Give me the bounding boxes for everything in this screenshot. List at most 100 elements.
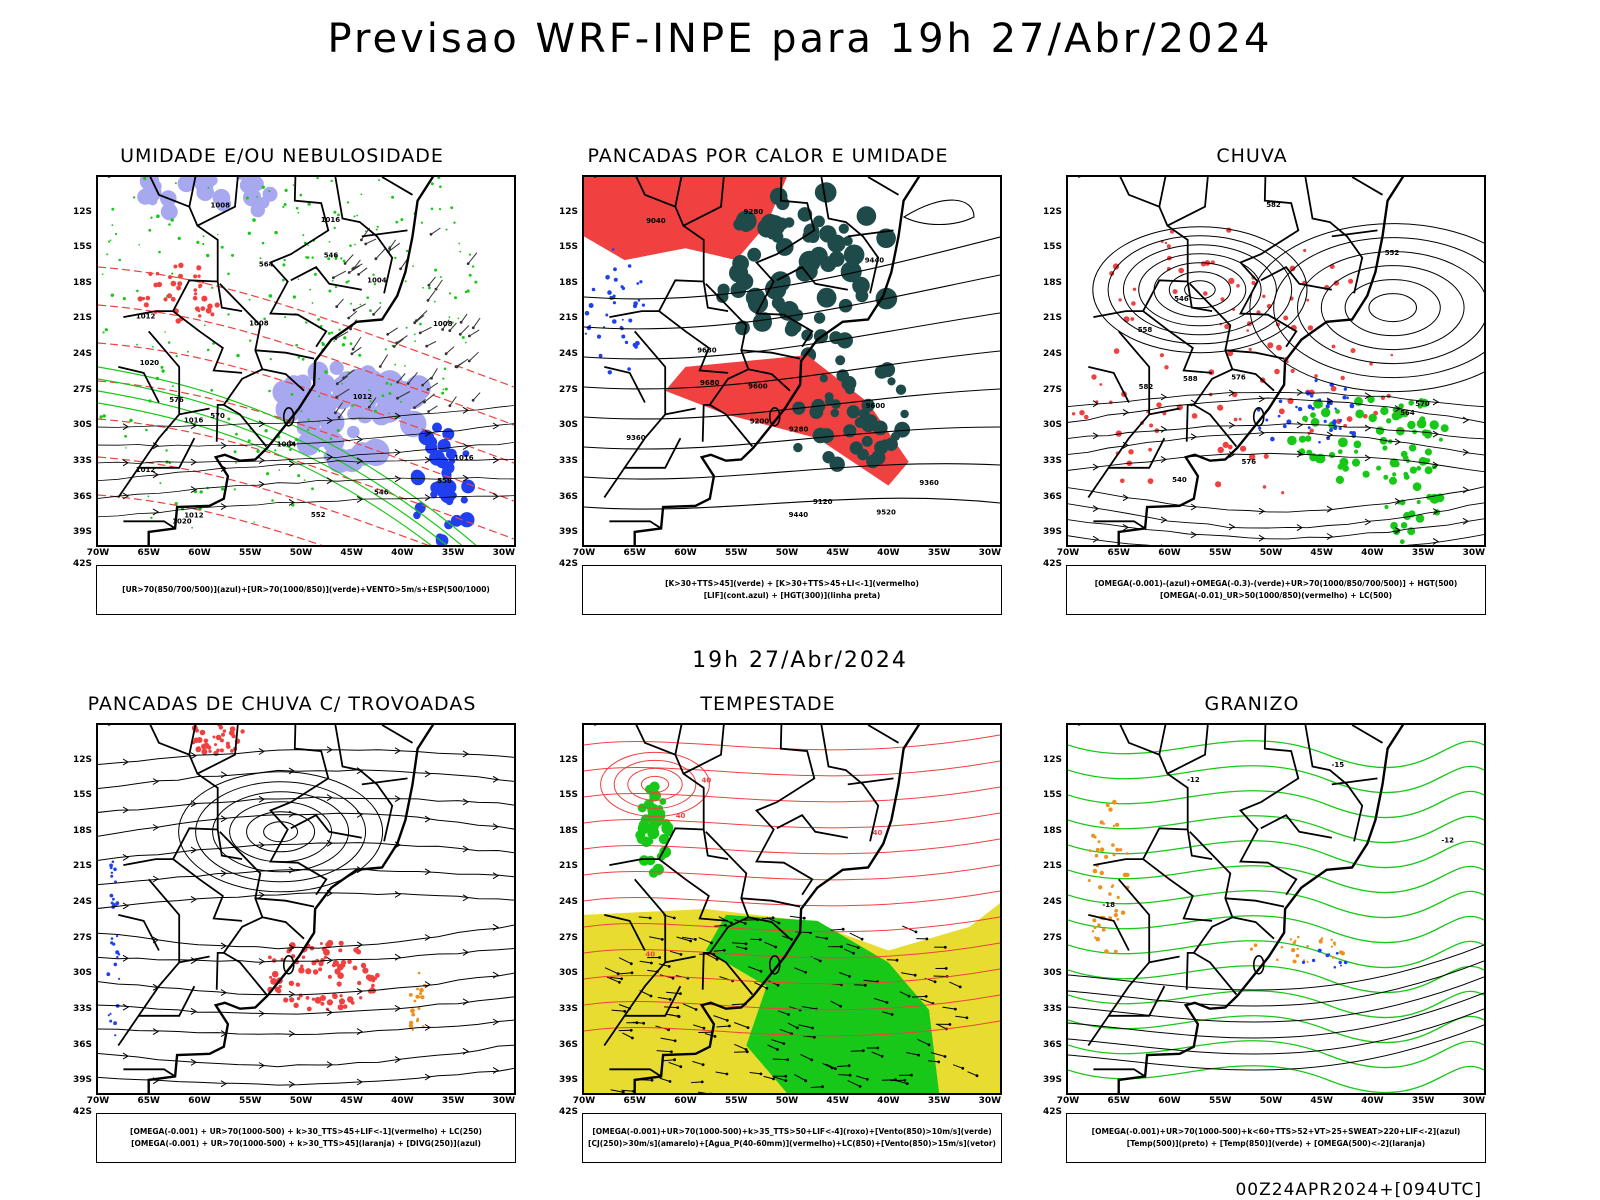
moisture-dot (378, 179, 381, 182)
temperature-500-contour (1068, 960, 1484, 1007)
wind-arrow (258, 841, 265, 849)
rain-area (1282, 424, 1287, 429)
border-line (665, 407, 696, 416)
humidity-area (418, 429, 435, 446)
border-line (1189, 283, 1238, 448)
streamline-850 (584, 994, 1000, 1011)
wind-arrow (394, 448, 401, 456)
rain-area (1131, 301, 1136, 306)
thickness-mark (178, 273, 183, 279)
storm-area (337, 1004, 344, 1011)
moisture-dot (333, 226, 336, 230)
thickness-contour (98, 456, 430, 545)
rain-area (1348, 278, 1354, 284)
instability-area (830, 408, 840, 418)
wind-vector (658, 963, 670, 967)
moisture-dot (375, 228, 378, 231)
border-line (624, 437, 682, 469)
storm-area (416, 987, 419, 991)
wind-vector (849, 932, 863, 940)
instability-area (857, 448, 869, 461)
storm-area (371, 983, 375, 988)
storm-area (215, 734, 222, 741)
longitude-label: 55W (238, 548, 262, 558)
longitude-label: 45W (826, 1096, 849, 1106)
wind-vector-head (418, 331, 422, 335)
moisture-dot (261, 185, 265, 189)
border-line (123, 858, 243, 922)
moisture-dot (252, 218, 256, 222)
rain-area (1389, 458, 1399, 468)
moisture-dot (385, 381, 389, 385)
temperature-500-contour (1068, 992, 1484, 1039)
thickness-mark (145, 295, 151, 301)
storm-area (311, 997, 315, 1001)
wind-vector-head (745, 1050, 749, 1054)
wind-vector (459, 325, 470, 335)
rain-area (1166, 244, 1171, 249)
border-line (847, 777, 894, 786)
wind-vector (787, 1022, 798, 1029)
wind-vector-head (357, 273, 360, 276)
low-level-jet-area (646, 838, 654, 845)
divergence-mark (110, 874, 114, 878)
latitude-label: 36S (558, 491, 578, 502)
thickness-mark (210, 312, 215, 317)
rain-area (1123, 316, 1130, 323)
moisture-dot (227, 313, 230, 316)
storm-area (306, 1006, 312, 1012)
contour-label: 9440 (789, 511, 809, 519)
wind-arrow (190, 752, 197, 760)
wind-vector-head (880, 1054, 884, 1058)
wind-vector (676, 936, 691, 942)
wind-vector (854, 984, 866, 986)
border-line (748, 368, 791, 392)
divergence-mark (115, 934, 119, 938)
rain-area (1339, 418, 1343, 422)
height-contour (1092, 226, 1308, 354)
rain-area (1164, 365, 1169, 370)
wind-vector (442, 319, 450, 330)
latitude-label: 18S (1042, 825, 1062, 836)
moisture-dot (125, 447, 127, 449)
humidity-area (430, 481, 443, 494)
moisture-dot (150, 216, 153, 219)
border-line (1088, 914, 1130, 951)
border-line (138, 437, 196, 469)
wind-vector-head (765, 986, 769, 990)
wind-arrow (492, 492, 499, 500)
wind-vector-head (710, 941, 713, 945)
humidity-area (356, 407, 373, 424)
rain-area (1391, 411, 1401, 421)
latitude-label: 33S (72, 455, 92, 466)
wind-vector (358, 267, 368, 275)
wind-vector (768, 980, 779, 986)
storm-area (347, 959, 352, 964)
longitude-label: 60W (188, 1096, 211, 1106)
rain-area (1330, 385, 1337, 392)
moisture-dot (102, 414, 106, 418)
wind-arrow (152, 778, 159, 785)
rain-area (1389, 476, 1397, 485)
wind-arrow (1228, 421, 1235, 429)
wind-vector (621, 1089, 634, 1092)
latitude-label: 42S (558, 558, 578, 569)
contour-label: 558 (437, 477, 452, 485)
forecast-time-label: 19h 27/Abr/2024 (692, 648, 908, 673)
wind-arrow (356, 941, 363, 949)
humidity-area (196, 183, 214, 201)
map-pancadas-calor: 9680 9680 9600 9600 9520 9440 9360 9280 9200 9120… (582, 175, 1002, 547)
border-line (1189, 831, 1238, 996)
wind-vector-head (885, 1001, 889, 1004)
pressure-contour (98, 441, 514, 464)
longitude-label: 70W (572, 1096, 596, 1106)
border-line (1260, 814, 1332, 839)
rain-area (1363, 414, 1368, 419)
latitude-label: 39S (558, 1075, 578, 1086)
instability-area (758, 312, 772, 325)
wind-vector-head (650, 961, 653, 965)
wind-vector (731, 1003, 746, 1006)
wind-arrow (462, 1047, 469, 1055)
rain-area (1340, 375, 1345, 381)
